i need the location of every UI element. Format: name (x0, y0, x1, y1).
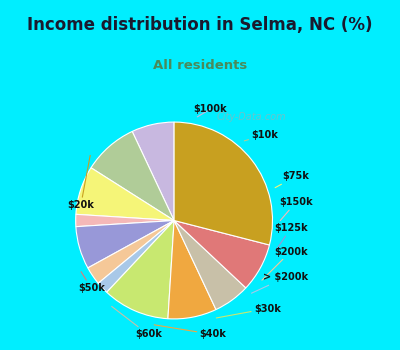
Wedge shape (132, 122, 174, 220)
Wedge shape (98, 220, 174, 292)
Wedge shape (76, 220, 174, 268)
Text: City-Data.com: City-Data.com (217, 112, 287, 122)
Wedge shape (76, 168, 174, 220)
Wedge shape (107, 220, 174, 319)
Wedge shape (88, 220, 174, 283)
Text: $50k: $50k (78, 272, 105, 293)
Text: $30k: $30k (216, 303, 281, 318)
Wedge shape (174, 220, 270, 288)
Text: $125k: $125k (274, 223, 308, 250)
Text: Income distribution in Selma, NC (%): Income distribution in Selma, NC (%) (27, 16, 373, 35)
Wedge shape (76, 214, 174, 227)
Text: $20k: $20k (68, 155, 94, 210)
Text: > $200k: > $200k (252, 273, 308, 293)
Text: $100k: $100k (194, 104, 227, 117)
Text: $40k: $40k (154, 325, 226, 340)
Text: $60k: $60k (112, 306, 162, 340)
Text: $75k: $75k (275, 172, 309, 188)
Wedge shape (174, 122, 272, 245)
Wedge shape (174, 220, 246, 309)
Text: $150k: $150k (279, 197, 313, 220)
Wedge shape (168, 220, 216, 319)
Text: $10k: $10k (244, 130, 278, 141)
Text: $200k: $200k (262, 247, 308, 280)
Text: All residents: All residents (153, 59, 247, 72)
Wedge shape (91, 132, 174, 220)
